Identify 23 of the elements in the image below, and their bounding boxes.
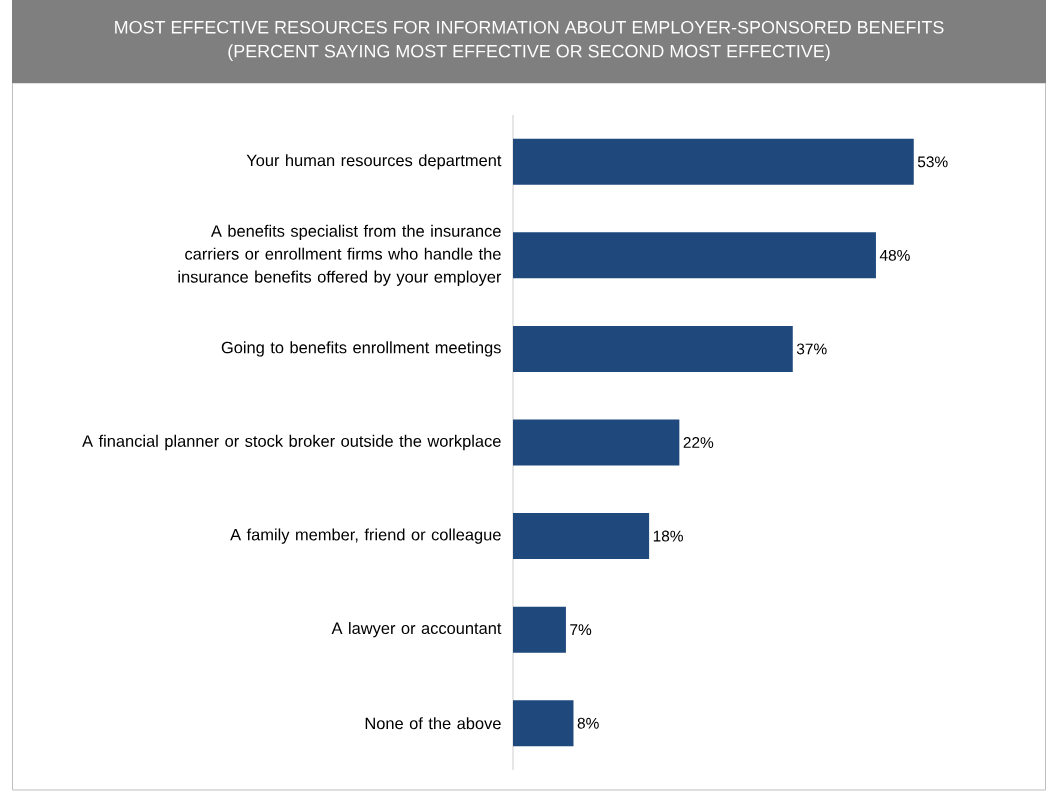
data-label: 22% [683, 437, 714, 448]
data-label: 8% [577, 717, 599, 729]
bar [513, 419, 680, 466]
bar [513, 325, 793, 372]
bar [513, 700, 574, 747]
data-label: 53% [917, 156, 948, 168]
y-tick-label: A family member, friend or colleague [230, 528, 501, 544]
chart-title: MOST EFFECTIVE RESOURCES FOR INFORMATION ABOUT EMPLOYER-SPONSORED BENEFITS [115, 20, 944, 34]
y-tick-label: A lawyer or accountant [331, 622, 502, 638]
bar [513, 606, 566, 653]
data-label: 48% [879, 249, 910, 261]
y-tick-label: Going to benefits enrollment meetings [221, 341, 501, 357]
y-tick-label: A financial planner or stock broker outside the workplace [82, 434, 501, 451]
chart-subtitle: (PERCENT SAYING MOST EFFECTIVE OR SECOND MOST EFFECTIVE) [228, 44, 830, 62]
data-label: 18% [653, 530, 683, 542]
data-label: 37% [796, 343, 827, 355]
bar [513, 232, 876, 279]
y-tick-label: A benefits specialist from the insurance carriers or enrollment firms who handle the insurance benefits offered by your employer [178, 224, 502, 286]
y-tick-label: None of the above [365, 717, 501, 730]
bar [513, 138, 914, 185]
bar [513, 513, 650, 560]
y-tick-label: Your human resources department [246, 154, 502, 170]
data-label: 7% [570, 624, 592, 636]
